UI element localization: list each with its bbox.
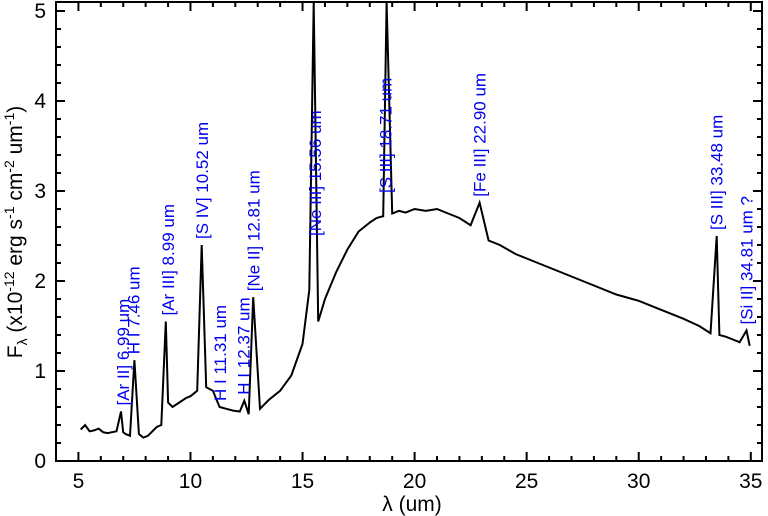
plot-area [79,2,751,439]
y-tick-label: 5 [34,0,46,23]
x-tick-label: 10 [179,470,202,493]
y-tick-label: 0 [34,450,46,473]
emission-line-label: H I 11.31 um [211,305,230,401]
emission-line-label: [Ar II] 6.99 um [114,299,133,406]
emission-line-label: [Ne III] 15.56 um [306,110,325,236]
x-tick-label: 30 [627,470,650,493]
emission-line-label: H I 12.37 um [235,297,254,394]
emission-line-label: [S III] 33.48 um [708,115,727,230]
x-tick-label: 25 [515,470,538,493]
y-tick-label: 4 [34,90,46,113]
x-tick-label: 5 [73,470,85,493]
x-tick-label: 20 [403,470,426,493]
emission-line-label: [Fe III] 22.90 um [471,73,490,197]
y-tick-label: 2 [34,270,46,293]
y-tick-label: 1 [34,360,46,383]
emission-line-label: [S IV] 10.52 um [193,122,212,239]
emission-line-label: [Si II] 34.81 um ? [738,196,757,325]
x-tick-label: 15 [291,470,314,493]
plot-frame [55,1,763,462]
emission-line-label: H I 7.46 um [125,266,144,354]
emission-line-label: [Ne II] 12.81 um [245,170,264,291]
emission-line-label: [S III] 18.71 um [377,78,396,193]
axis-ticks: 5 10 15 20 25 30 35 0 1 2 3 4 5 [34,0,762,493]
line-labels: [Ar II] 6.99 umH I 7.46 um [Ar III] 8.99 … [114,73,757,406]
y-axis-title: Fλ (x10-12 erg s-1 cm-2 um-1) [1,106,30,358]
y-tick-label: 3 [34,180,46,203]
spectrum-line [79,2,751,439]
emission-line-label: [Ar III] 8.99 um [159,204,178,316]
x-tick-label: 35 [739,470,762,493]
x-axis-title: λ (um) [382,493,442,516]
